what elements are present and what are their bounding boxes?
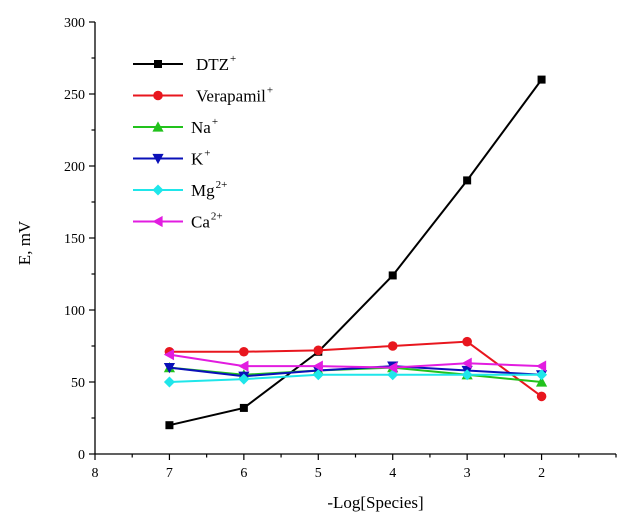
series-line-k [169,365,542,378]
legend-marker [152,153,164,165]
axes-group: 0 50 100 150 200 250 300 8 7 6 5 4 3 2 [64,16,617,481]
legend-label: Verapamil+ [196,85,273,106]
data-point-mg [461,369,473,381]
y-tick-label: 100 [64,304,85,319]
x-tick-label: 5 [315,466,322,481]
data-point-mg [238,373,250,385]
y-tick-label: 50 [71,376,85,391]
legend-label: Ca2+ [191,211,223,232]
x-tick-label: 4 [389,466,396,481]
x-tick-label: 3 [464,466,471,481]
legend-marker [152,215,163,228]
series-line-dtz [169,79,543,427]
legend-entry-verapamil: Verapamil+ [133,85,273,106]
data-point-ca [461,357,472,369]
data-point-ca [163,349,175,361]
y-tick-label: 0 [78,448,85,463]
data-point-ca [238,360,249,372]
legend: DTZ+ Verapamil+ Na+ K+ Mg2+ Ca2+ [133,53,273,232]
y-tick-label: 300 [64,16,85,31]
legend-marker [153,90,163,101]
series-line-verapamil [169,340,543,398]
data-point-dtz [165,421,174,430]
data-point-verapamil [536,391,547,402]
x-tick-label: 2 [538,466,545,481]
y-tick-label: 250 [64,88,85,103]
legend-entry-mg: Mg2+ [133,179,227,200]
series-line-ca [169,353,542,369]
data-point-ca [535,360,547,372]
legend-label: K+ [191,148,211,169]
series-mg [163,369,548,388]
data-point-mg [312,369,324,381]
data-point-dtz [239,403,248,412]
data-point-mg [163,376,175,388]
y-axis-label: E, mV [15,220,34,265]
legend-label: Na+ [191,116,218,137]
legend-label: Mg2+ [191,179,227,200]
data-point-dtz [463,176,472,185]
series-line-mg [169,373,542,383]
data-point-dtz [388,271,397,280]
legend-entry-dtz: DTZ+ [133,53,236,74]
data-point-na [535,376,548,387]
data-point-dtz [537,75,546,84]
data-point-ca [387,362,398,374]
x-tick-label: 8 [92,466,99,481]
x-tick-label: 7 [166,466,173,481]
data-point-verapamil [239,346,249,357]
legend-entry-na: Na+ [133,116,218,137]
y-tick-label: 150 [64,232,85,247]
data-point-verapamil [387,341,398,351]
legend-marker [154,60,162,68]
legend-label: DTZ+ [196,53,236,74]
data-point-verapamil [462,336,472,347]
data-point-mg [536,369,548,381]
data-point-k [163,363,176,374]
data-point-verapamil [313,345,324,356]
y-tick-label: 200 [64,160,85,175]
series-ca [163,349,547,374]
x-axis-label: -Log[Species] [327,493,423,512]
legend-entry-ca: Ca2+ [133,211,223,232]
plot-series-group [163,75,548,430]
legend-marker [152,121,164,132]
legend-entry-k: K+ [133,148,211,169]
x-tick-label: 6 [240,466,247,481]
legend-marker [152,184,164,196]
data-point-ca [312,360,323,372]
